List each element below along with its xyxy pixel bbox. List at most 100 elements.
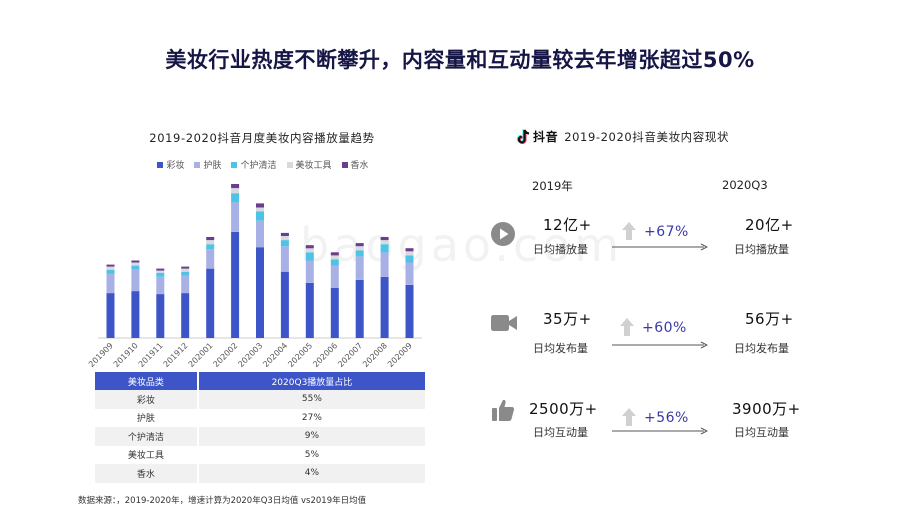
bar-segment [156,294,165,338]
bar-segment [106,266,115,270]
growth-rate: +60% [642,320,687,336]
bar-segment [181,266,190,269]
douyin-note-icon [517,128,530,144]
table-cell-category: 个护清洁 [95,427,199,446]
up-arrow-icon [620,318,634,336]
x-tick-label: 202002 [212,341,240,369]
metric-label-2020: 日均发布量 [734,342,789,355]
legend-label: 彩妆 [166,161,185,171]
x-tick-label: 202009 [386,341,414,369]
table-cell-share: 27% [197,408,425,427]
bar-segment [330,252,339,256]
bar-segment [405,255,414,263]
x-tick-label: 202005 [286,341,314,369]
category-share-table: 美妆品类 2020Q3播放量占比 彩妆 55% 护肤 27% 个护清洁 9% 美… [95,372,425,483]
table-cell-share: 4% [197,464,425,483]
right-arrow-line [612,427,708,435]
bar-segment [131,291,140,338]
bar-segment [181,275,190,294]
bar-segment [206,237,215,241]
x-tick-label: 202007 [336,341,364,369]
bar-segment [380,252,389,277]
bar-segment [380,237,389,241]
source-note: 数据来源：，2019-2020年，增速计算为2020年Q3日均值 vs2019年… [78,496,367,506]
bar-segment [405,251,414,256]
metric-label-2020: 日均互动量 [734,426,789,439]
chart-title: 2019-2020抖音月度美妆内容播放量趋势 [149,131,375,145]
douyin-logo-text: 抖音 [533,130,559,144]
up-arrow-icon [622,222,636,240]
table-cell-category: 护肤 [95,408,199,427]
right-panel-header: 抖音 2019-2020抖音美妆内容现状 [517,128,729,145]
table-cell-share: 55% [197,390,425,409]
column-header-2020q3: 2020Q3 [722,178,768,192]
metric-label-2019: 日均发布量 [533,342,588,355]
legend-label: 个护清洁 [240,161,277,171]
x-tick-label: 201912 [162,341,190,369]
table-cell-share: 5% [197,445,425,464]
bar-segment [231,188,240,194]
table-cell-category: 香水 [95,464,199,483]
legend-label: 美妆工具 [295,161,332,171]
bar-segment [106,293,115,338]
legend-item-makeup: 彩妆 [157,158,184,171]
bar-segment [231,202,240,232]
bar-segment [280,240,289,247]
bar-segment [156,272,165,277]
bar-segment [355,256,364,280]
right-panel-title: 2019-2020抖音美妆内容现状 [564,129,730,144]
bar-segment [131,265,140,270]
x-tick-label: 201909 [87,341,115,369]
metric-label-2019: 日均互动量 [533,426,588,439]
legend-swatch [341,161,348,168]
table-cell-category: 彩妆 [95,390,199,409]
play-icon [491,222,515,246]
bar-segment [256,211,264,221]
bar-segment [231,231,240,338]
table-row: 香水 4% [95,464,425,483]
metric-value-2019: 2500万+ [529,400,598,418]
bar-segment [280,236,289,241]
metric-value-2020: 56万+ [745,310,794,328]
x-tick-label: 201911 [137,341,165,369]
growth-rate: +67% [644,224,689,240]
bar-segment [181,268,190,272]
metric-label-2019: 日均播放量 [533,243,588,256]
legend-swatch [157,161,164,168]
bar-segment [305,260,314,283]
bar-segment [305,245,314,249]
table-header-category: 美妆品类 [95,372,199,390]
bar-segment [181,293,190,338]
right-arrow-line [612,243,708,251]
legend-swatch [231,161,238,168]
legend-label: 护肤 [203,161,222,171]
metric-value-2019: 35万+ [543,310,592,328]
bar-segment [206,240,215,245]
douyin-logo: 抖音 [517,128,558,145]
table-cell-category: 美妆工具 [95,445,199,464]
bar-segment [305,248,314,253]
metric-value-2020: 20亿+ [745,216,794,234]
table-cell-share: 9% [197,427,425,446]
bar-segment [330,255,339,260]
legend-item-skincare: 护肤 [194,158,221,171]
bar-segment [256,220,264,248]
bar-segment [206,268,215,338]
bar-segment [280,246,289,272]
metric-value-2019: 12亿+ [543,216,592,234]
legend-label: 香水 [350,161,369,171]
metric-value-2020: 3900万+ [732,400,801,418]
bar-segment [231,193,240,203]
bar-segment [206,249,215,269]
table-row: 美妆工具 5% [95,445,425,464]
bar-segment [106,273,115,294]
table-row: 个护清洁 9% [95,427,425,446]
bar-segment [305,252,314,261]
bar-segment [106,264,115,267]
bar-segment [181,271,190,276]
legend-item-perfume: 香水 [341,158,369,171]
bar-segment [106,269,115,274]
growth-rate: +56% [644,410,689,426]
legend-swatch [194,161,201,168]
bar-segment [231,184,240,189]
